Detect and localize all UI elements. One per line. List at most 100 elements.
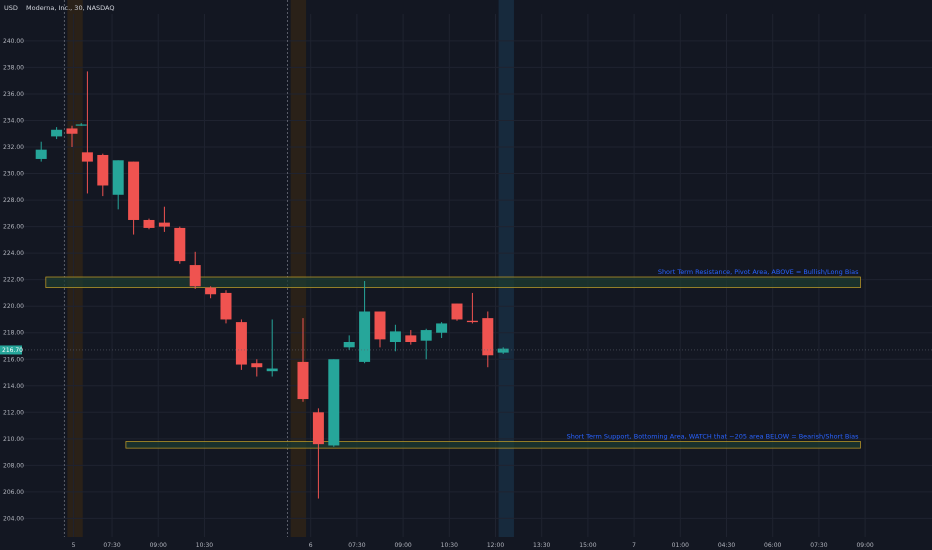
x-tick-label: 15:00	[579, 542, 596, 549]
candle	[205, 286, 217, 299]
candle-body	[112, 160, 124, 195]
candle-body	[482, 318, 494, 356]
x-tick-label: 07:30	[348, 542, 365, 549]
candle-body	[436, 323, 448, 333]
x-tick-label: 04:30	[718, 542, 735, 549]
candle-body	[266, 368, 278, 372]
candle-body	[235, 322, 247, 365]
y-tick-label: 220.00	[3, 303, 24, 310]
y-tick-label: 204.00	[3, 515, 24, 522]
candle	[266, 319, 278, 377]
candle-body	[297, 361, 309, 400]
y-tick-label: 214.00	[3, 383, 24, 390]
y-tick-label: 238.00	[3, 64, 24, 71]
y-tick-label: 224.00	[3, 250, 24, 257]
pre-market-band	[67, 0, 83, 537]
x-tick-label: 10:30	[196, 542, 213, 549]
candle	[359, 280, 371, 364]
candle-body	[359, 311, 371, 362]
candle-body	[451, 303, 463, 320]
session-bands	[67, 0, 514, 537]
candle-body	[374, 311, 386, 340]
candle-body	[205, 287, 217, 295]
candle	[466, 292, 478, 324]
candle-body	[81, 152, 93, 162]
resistance-zone-label: Short Term Resistance, Pivot Area, ABOVE…	[658, 268, 859, 276]
candle	[75, 123, 87, 126]
candle	[66, 125, 78, 148]
candle	[405, 330, 417, 345]
candle	[497, 347, 509, 354]
candle-body	[97, 154, 109, 186]
candle	[420, 328, 432, 360]
x-axis[interactable]: 5 07:30 09:00 10:30 6 07:30 09:00 10:30 12:00 13:…	[72, 542, 874, 549]
support-resistance-zones[interactable]: Short Term Resistance, Pivot Area, ABOVE…	[45, 268, 861, 449]
candle	[174, 226, 186, 264]
x-tick-label: 09:00	[856, 542, 873, 549]
candle	[343, 335, 355, 350]
candle-body	[497, 348, 509, 353]
x-tick-label: 07:30	[810, 542, 827, 549]
support-zone-label: Short Term Support, Bottoming Area, WATC…	[567, 432, 860, 440]
x-tick-label: 09:00	[150, 542, 167, 549]
candle-body	[312, 412, 324, 445]
candle	[328, 359, 340, 447]
candle	[143, 218, 155, 230]
pre-market-band	[290, 0, 307, 537]
y-tick-label: 232.00	[3, 144, 24, 151]
candle	[482, 311, 494, 368]
candle	[251, 359, 263, 377]
candle	[297, 318, 309, 402]
support-zone	[125, 441, 861, 449]
candle-body	[66, 128, 78, 134]
y-tick-label: 212.00	[3, 409, 24, 416]
resistance-zone	[45, 276, 861, 288]
candle-body	[389, 331, 401, 343]
y-tick-label: 206.00	[3, 489, 24, 496]
candle-body	[251, 363, 263, 368]
candle-body	[143, 219, 155, 228]
x-tick-label: 06:00	[764, 542, 781, 549]
y-tick-label: 228.00	[3, 197, 24, 204]
candle	[220, 290, 232, 324]
y-tick-label: 236.00	[3, 91, 24, 98]
y-tick-label: 222.00	[3, 277, 24, 284]
candle-body	[158, 222, 170, 227]
x-tick-label: 10:30	[441, 542, 458, 549]
candle-body	[128, 161, 140, 220]
candle	[35, 141, 47, 162]
x-tick-label: 7	[632, 542, 636, 549]
candle	[436, 322, 448, 339]
y-axis[interactable]: 204.00 206.00 208.00 210.00 212.00 214.00 216.…	[3, 38, 24, 523]
x-tick-label: 5	[72, 542, 76, 549]
y-tick-label: 230.00	[3, 171, 24, 178]
x-tick-label: 07:30	[103, 542, 120, 549]
session-break-lines	[63, 0, 288, 537]
y-tick-label: 210.00	[3, 436, 24, 443]
currency-label: USD	[4, 4, 18, 12]
candle-body	[466, 320, 478, 323]
x-tick-label: 6	[309, 542, 313, 549]
candle	[235, 319, 247, 370]
x-tick-label: 01:00	[672, 542, 689, 549]
candle-body	[420, 330, 432, 341]
candle	[158, 206, 170, 232]
candle	[112, 160, 124, 210]
candlesticks[interactable]	[35, 71, 509, 499]
last-price-value: 216.70	[2, 347, 23, 354]
y-axis-panel	[0, 0, 22, 537]
candle	[389, 324, 401, 352]
x-tick-label: 12:00	[487, 542, 504, 549]
candle	[81, 71, 93, 194]
candle	[312, 408, 324, 499]
highlight-band	[498, 0, 514, 537]
symbol-title: Moderna, Inc., 30, NASDAQ	[26, 4, 115, 12]
candle-body	[35, 149, 47, 159]
y-tick-label: 218.00	[3, 330, 24, 337]
candle-body	[51, 129, 63, 137]
y-tick-label: 216.00	[3, 356, 24, 363]
y-tick-label: 226.00	[3, 224, 24, 231]
y-tick-label: 208.00	[3, 462, 24, 469]
candle-body	[75, 124, 87, 126]
